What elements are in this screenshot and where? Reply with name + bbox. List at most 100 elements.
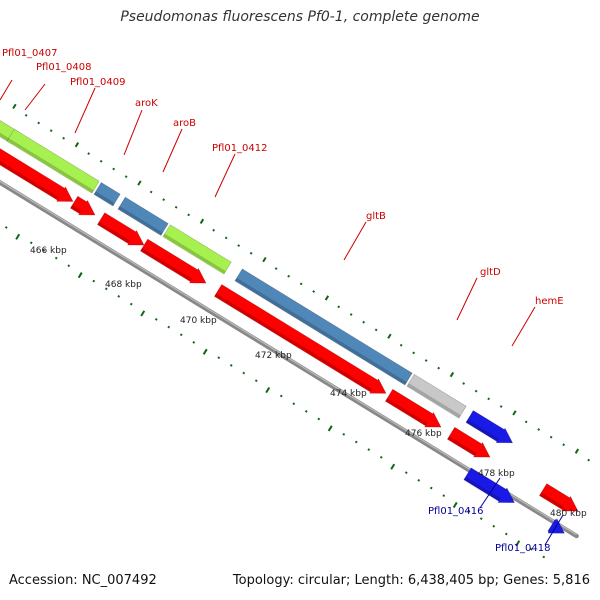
outer-tick [137,180,142,186]
leader-line [511,306,536,347]
ruler-tick [292,402,296,406]
ruler-labels: 466 kbp 468 kbp 470 kbp 472 kbp 474 kbp 476 k… [30,246,587,519]
outer-tick [24,113,28,117]
gene-arok [93,182,121,207]
gene-pfl01-0407-shade [0,132,14,144]
ruler-tick [192,341,196,344]
gene-pfl01-0416 [463,467,515,503]
ruler-label: 466 kbp [30,246,67,256]
ruler-tick [379,455,383,459]
ruler-tick [202,348,208,355]
ruler-tick [417,478,421,482]
gene-hemE [465,410,514,444]
ruler-tick [15,233,21,240]
outer-tick [37,121,41,125]
gene-arok-shade [94,191,115,206]
ruler-tick [4,226,8,229]
leader-line [479,477,501,509]
label-leader-lines [0,79,564,546]
ruler-tick [117,295,121,298]
ruler-tick [179,333,183,337]
gene-red-3-shade [70,205,82,214]
leader-line [544,514,564,546]
ruler-tick [304,409,308,413]
ruler-tick [529,547,533,551]
gene-red-7-shade [385,398,428,426]
outer-tick [249,251,253,255]
outer-tick [262,256,267,263]
outer-tick [187,213,191,217]
ruler-tick [265,386,271,394]
leader-line [74,87,96,134]
outer-tick [337,305,341,309]
genome-summary-text: Topology: circular; Length: 6,438,405 bp… [232,573,590,588]
ruler-tick [67,264,71,268]
ruler-tick [104,287,108,291]
outer-tick [312,290,316,293]
gene-pfl01-0409 [6,128,100,194]
accession-text: Accession: NC_007492 [9,573,157,588]
ruler-tick [390,463,396,470]
outer-tick [212,228,216,232]
ruler-label: 478 kbp [478,469,515,479]
ruler-tick [42,249,46,252]
ruler-tick [242,371,246,375]
outer-tick-track [12,103,600,469]
ruler-tick [279,394,283,398]
outer-tick [574,448,580,454]
gene-red-3 [69,195,96,216]
outer-tick [487,397,491,401]
outer-tick [474,389,478,393]
outer-tick [424,359,428,362]
gene-label: hemE [535,296,564,307]
gene-red-6 [213,284,387,394]
outer-tick [299,282,303,286]
gene-red-2-shade [0,160,60,200]
ruler-tick [167,325,171,329]
gene-arob [117,196,169,236]
outer-tick [199,218,205,224]
ruler-tick [504,532,508,536]
outer-tick [362,320,366,324]
outer-tick [74,142,80,148]
ruler-tick [404,471,408,475]
outer-tick [274,267,278,270]
gene-pfl01-0409-shade [7,138,94,193]
ruler-label: 474 kbp [330,389,367,399]
ruler-tick [492,524,496,528]
ruler-tick-track [4,226,546,559]
gene-label: aroK [135,98,158,109]
outer-tick [287,274,291,278]
outer-tick [174,205,178,209]
outer-tick [512,410,517,416]
ruler-tick [429,486,433,490]
outer-tick [349,313,353,316]
outer-tick [62,136,66,140]
leader-line [24,83,46,111]
outer-tick [499,405,503,408]
gene-labels: Pfl01_0407 Pfl01_0408 Pfl01_0409 aroK aroB Pf… [2,48,564,554]
ruler-tick [77,272,83,279]
gene-pfl01-0418-shade [548,528,551,532]
gene-features [0,120,579,534]
ruler-tick [317,417,321,421]
ruler-label: 472 kbp [255,351,292,361]
leader-line [162,128,183,173]
gene-red-4 [96,212,145,246]
gene-red-9-shade [539,492,565,510]
ruler-tick [54,256,58,260]
gene-gltb [234,268,413,386]
outer-tick [374,328,378,332]
ruler-tick [515,540,521,547]
outer-tick [449,371,455,378]
ruler-tick [229,364,233,367]
outer-tick [412,351,416,355]
gene-label: Pfl01_0408 [36,62,92,73]
gene-red-7 [384,388,442,428]
gene-red-8 [446,426,491,458]
ruler-label: 470 kbp [180,316,217,326]
outer-tick [524,420,528,424]
gene-hemE-shade [466,419,499,442]
gene-label: Pfl01_0407 [2,48,58,59]
